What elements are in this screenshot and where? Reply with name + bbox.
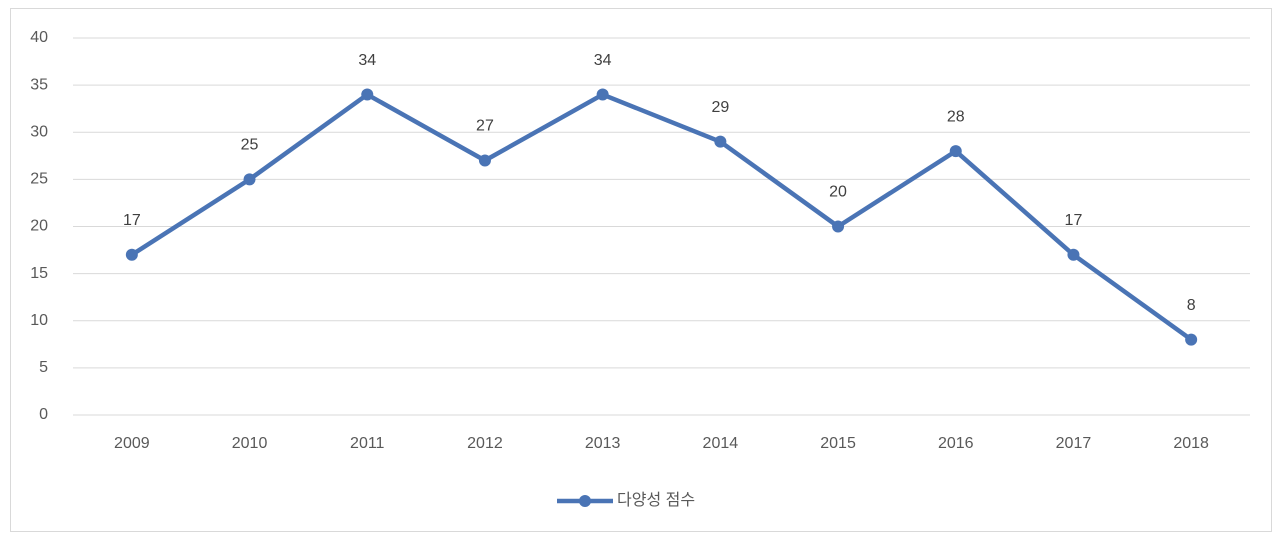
data-point — [243, 173, 256, 186]
y-tick-label: 20 — [30, 218, 48, 235]
data-label: 17 — [123, 212, 141, 229]
x-tick-label: 2013 — [585, 435, 621, 452]
data-point — [478, 154, 491, 167]
data-label: 34 — [358, 52, 376, 69]
x-tick-label: 2011 — [350, 435, 385, 452]
data-label: 29 — [711, 99, 729, 116]
data-label: 20 — [829, 184, 847, 201]
data-point — [125, 248, 138, 261]
y-tick-label: 15 — [30, 265, 48, 282]
data-point — [714, 135, 727, 148]
x-tick-label: 2015 — [820, 435, 856, 452]
x-tick-label: 2018 — [1173, 435, 1209, 452]
x-tick-label: 2016 — [938, 435, 974, 452]
y-tick-label: 25 — [30, 171, 48, 188]
data-point — [1185, 333, 1198, 346]
x-tick-label: 2009 — [114, 435, 150, 452]
y-tick-label: 10 — [30, 312, 48, 329]
data-label: 34 — [594, 52, 612, 69]
chart-border — [10, 8, 1272, 532]
data-label: 27 — [476, 118, 494, 135]
data-label: 17 — [1065, 212, 1083, 229]
x-tick-label: 2017 — [1056, 435, 1092, 452]
y-tick-label: 5 — [39, 359, 48, 376]
x-tick-label: 2012 — [467, 435, 503, 452]
legend-label: 다양성 점수 — [617, 491, 695, 509]
y-tick-label: 0 — [39, 406, 48, 423]
x-tick-label: 2014 — [703, 435, 739, 452]
data-point — [361, 88, 374, 101]
data-label: 25 — [241, 137, 259, 154]
data-point — [1067, 248, 1080, 261]
y-tick-label: 40 — [30, 29, 48, 46]
legend-marker — [579, 495, 591, 507]
data-point — [949, 145, 962, 158]
data-point — [832, 220, 845, 233]
y-tick-label: 30 — [30, 123, 48, 140]
data-point — [596, 88, 609, 101]
data-label: 28 — [947, 108, 965, 125]
data-label: 8 — [1187, 297, 1196, 314]
series-line — [130, 92, 1193, 342]
y-tick-label: 35 — [30, 76, 48, 93]
x-tick-label: 2010 — [232, 435, 268, 452]
